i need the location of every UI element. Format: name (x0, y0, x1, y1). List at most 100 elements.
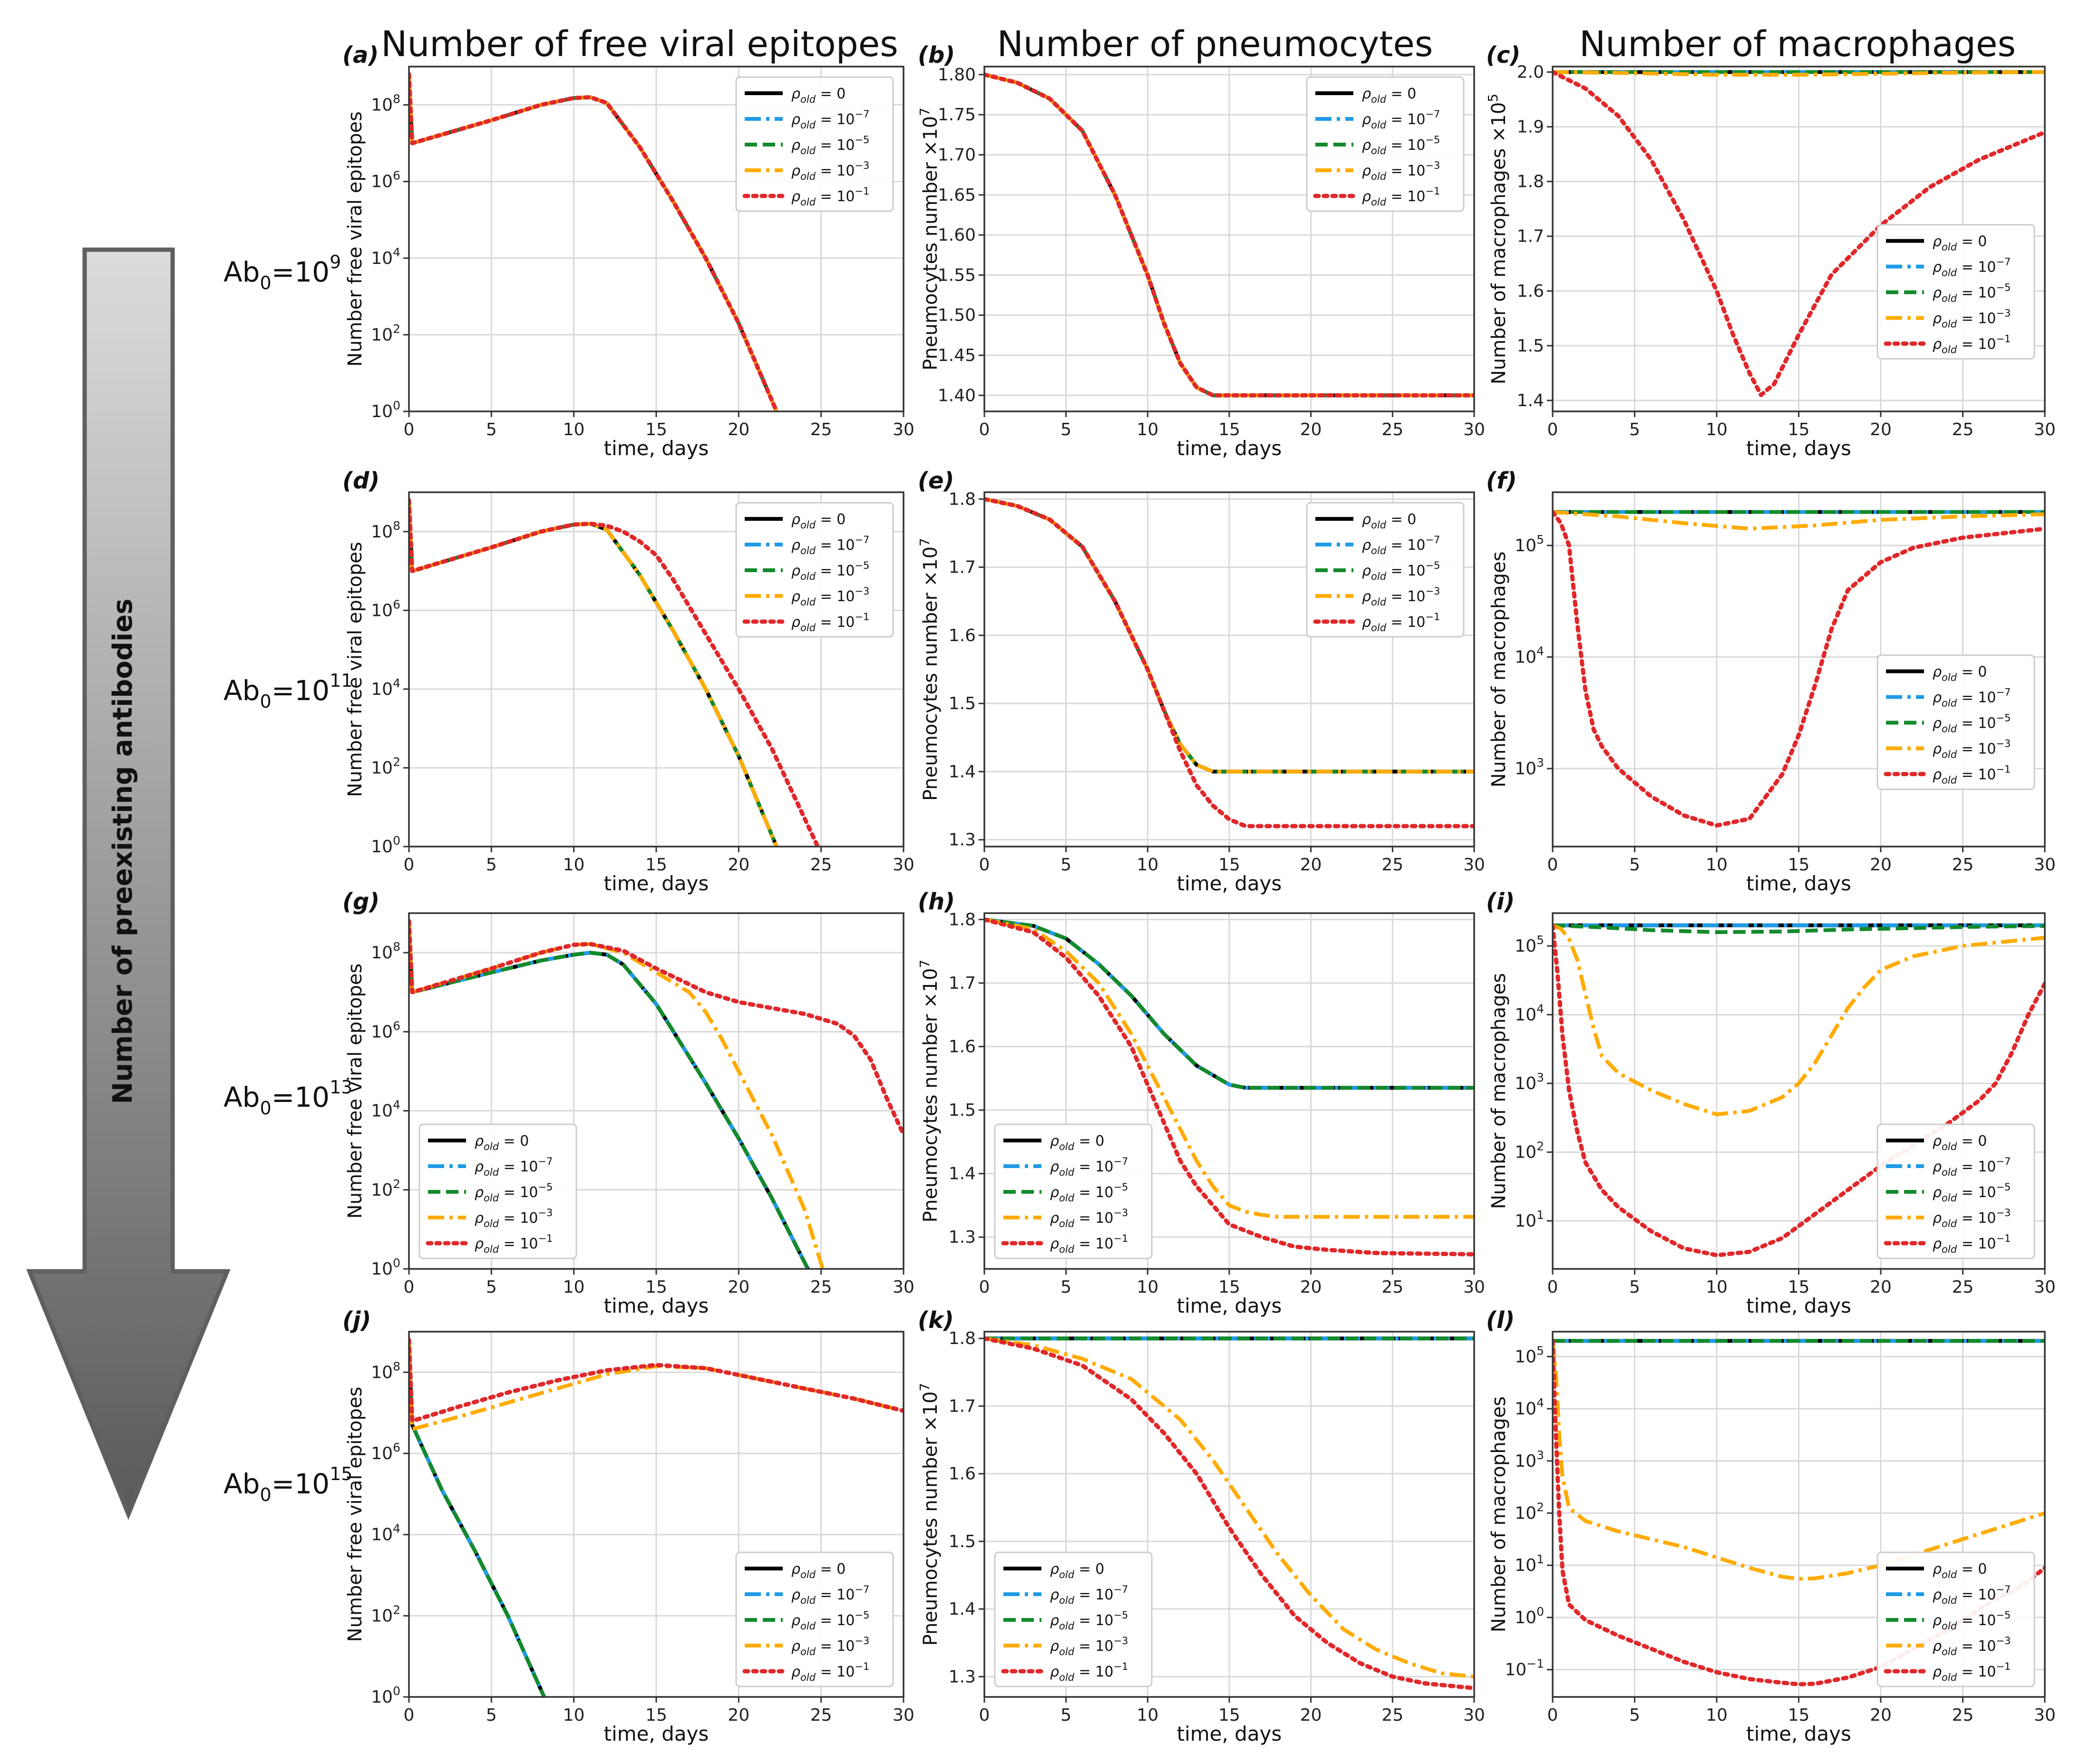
legend-label: ρold = 0 (1362, 511, 1416, 531)
x-tick-label: 5 (1060, 855, 1071, 875)
legend-label: ρold = 10−3 (1933, 738, 2011, 760)
panel-f: 0 5 10 15 20 25 30 103 104 105 time, days Number of… (1486, 468, 2056, 895)
x-tick-label: 25 (1381, 420, 1403, 439)
x-tick-label: 5 (1629, 420, 1640, 439)
x-tick-label: 0 (979, 1706, 990, 1725)
x-tick-label: 30 (893, 1277, 914, 1297)
x-tick-label: 5 (486, 855, 497, 875)
y-tick-label: 108 (371, 519, 400, 542)
y-tick-label: 1.3 (949, 1228, 976, 1247)
series-line-p1 (409, 498, 820, 847)
x-tick-label: 15 (1788, 420, 1810, 439)
legend: ρold = 0 ρold = 10−7 ρold = 10−5 ρold = 10−… (1876, 654, 2035, 790)
legend-label: ρold = 10−5 (1933, 1609, 2011, 1632)
x-tick-label: 10 (1706, 1277, 1728, 1297)
legend-label: ρold = 10−7 (1933, 1584, 2011, 1606)
series-group (409, 919, 904, 1269)
panel-i: 0 5 10 15 20 25 30 101 102 103 104 105 time, days Num… (1486, 888, 2056, 1317)
y-tick-label: 106 (371, 1441, 400, 1463)
svg-text:Ab0=109: Ab0=109 (224, 252, 341, 293)
x-tick-label: 0 (1547, 1706, 1558, 1725)
legend-label: ρold = 10−1 (1050, 1233, 1128, 1255)
column-header-pneumocytes: Number of pneumocytes (997, 24, 1433, 65)
svg-text:Ab0=1011: Ab0=1011 (224, 670, 352, 712)
x-tick-label: 15 (1218, 1706, 1240, 1725)
y-tick-label: 1.6 (949, 1464, 976, 1484)
y-axis-label: Pneumocytes number ×107 (917, 1383, 942, 1646)
y-tick-label: 1.4 (949, 762, 976, 781)
y-tick-label: 1.55 (938, 265, 976, 285)
legend-label: ρold = 10−3 (791, 1635, 869, 1657)
legend: ρold = 0 ρold = 10−7 ρold = 10−5 ρold = 10−… (994, 1551, 1153, 1687)
y-tick-label: 102 (371, 322, 400, 345)
series-line-p5 (409, 921, 810, 1269)
series-line-p3 (409, 1339, 904, 1431)
svg-text:Ab0=1015: Ab0=1015 (224, 1463, 352, 1505)
panel-letter: (f) (1486, 468, 1517, 494)
y-tick-label: 2.0 (1517, 63, 1544, 82)
x-tick-label: 30 (2034, 1277, 2056, 1297)
y-tick-label: 1.7 (949, 1396, 976, 1416)
y-tick-label: 103 (1515, 756, 1544, 779)
y-tick-label: 1.4 (949, 1164, 976, 1184)
x-tick-label: 20 (728, 1706, 749, 1725)
x-axis-label: time, days (1746, 1294, 1851, 1317)
x-axis-label: time, days (604, 1722, 709, 1745)
legend-label: ρold = 10−3 (791, 585, 869, 608)
series-line-p1 (409, 919, 904, 1137)
y-tick-label: 1.5 (949, 694, 976, 713)
y-tick-label: 1.60 (938, 225, 976, 245)
legend-label: ρold = 0 (1050, 1561, 1104, 1580)
x-tick-label: 10 (1137, 855, 1158, 875)
x-tick-label: 10 (1137, 420, 1158, 439)
y-tick-label: 1.6 (949, 1037, 976, 1057)
x-tick-label: 20 (1300, 1277, 1322, 1297)
x-tick-label: 30 (2034, 855, 2056, 875)
y-tick-label: 106 (371, 169, 400, 192)
series-line-p1 (1553, 70, 2045, 397)
series-line-p5 (984, 917, 1474, 1090)
legend-label: ρold = 10−5 (1050, 1181, 1128, 1204)
y-tick-label: 1.3 (949, 830, 976, 850)
x-tick-label: 10 (563, 855, 585, 875)
y-tick-label: 1.3 (949, 1667, 976, 1686)
legend-label: ρold = 10−5 (475, 1181, 553, 1204)
legend-label: ρold = 10−1 (1933, 1661, 2011, 1683)
y-axis-label: Number of macrophages (1488, 1396, 1510, 1632)
x-axis-label: time, days (1746, 437, 1851, 460)
series-line-p3 (409, 74, 778, 411)
x-tick-label: 5 (486, 1277, 497, 1297)
y-tick-label: 102 (1515, 1500, 1544, 1523)
y-tick-label: 103 (1515, 1448, 1544, 1471)
x-tick-label: 25 (1381, 855, 1403, 875)
legend-label: ρold = 10−7 (1933, 1156, 2011, 1178)
legend-label: ρold = 0 (475, 1133, 529, 1152)
series-line-p1 (409, 72, 779, 411)
y-tick-label: 105 (1515, 933, 1544, 956)
series-group (409, 1337, 904, 1697)
x-tick-label: 15 (645, 1706, 667, 1725)
legend: ρold = 0 ρold = 10−7 ρold = 10−5 ρold = 10−… (1876, 224, 2035, 360)
series-line-p1 (984, 1336, 1474, 1690)
series-group (984, 72, 1474, 398)
x-tick-label: 30 (2034, 420, 2056, 439)
legend-label: ρold = 10−5 (1362, 560, 1440, 582)
y-axis-label: Number free viral epitopes (344, 542, 366, 797)
x-tick-label: 25 (1952, 855, 1974, 875)
y-tick-label: 102 (371, 1177, 400, 1200)
y-tick-label: 1.7 (1517, 227, 1544, 246)
x-axis-label: time, days (1177, 1722, 1282, 1745)
y-tick-label: 104 (371, 676, 400, 699)
legend-label: ρold = 10−3 (475, 1207, 553, 1229)
x-tick-label: 15 (645, 420, 667, 439)
legend-label: ρold = 10−1 (1933, 764, 2011, 786)
x-tick-label: 10 (1137, 1706, 1158, 1725)
series-line-p3 (1553, 923, 2045, 1116)
panel-k: 0 5 10 15 20 25 30 1.3 1.4 1.5 1.6 1.7 1.8 time, days… (917, 1307, 1485, 1745)
legend: ρold = 0 ρold = 10−7 ρold = 10−5 ρold = 10−… (1876, 1123, 2035, 1259)
y-tick-label: 1.8 (949, 489, 976, 509)
x-tick-label: 5 (1629, 1706, 1640, 1725)
legend-label: ρold = 10−5 (1933, 712, 2011, 735)
series-group (409, 72, 779, 411)
legend-label: ρold = 10−5 (791, 560, 869, 582)
